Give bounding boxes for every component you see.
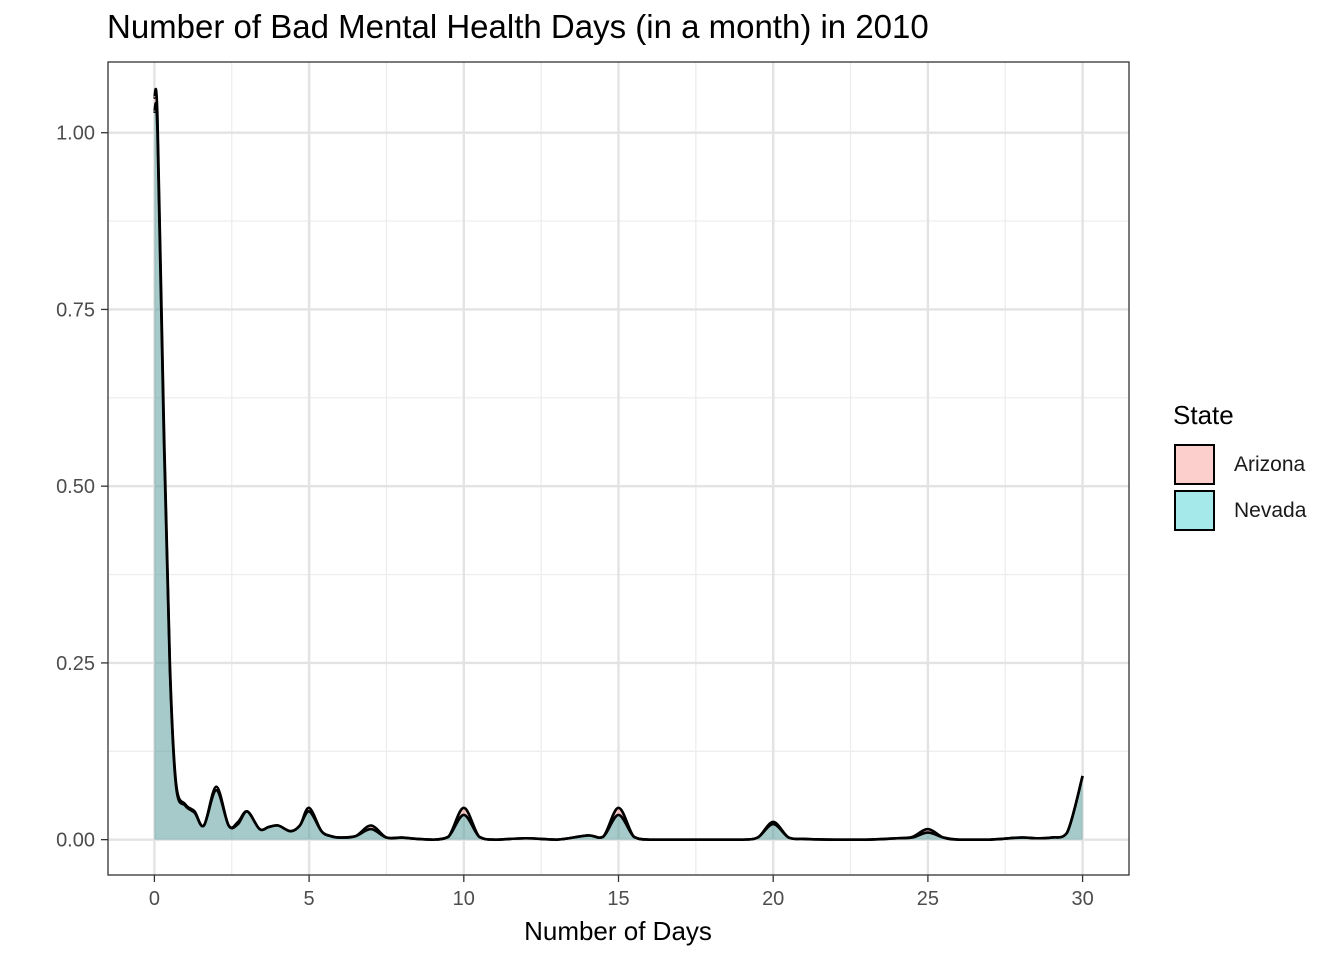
legend-swatch-arizona bbox=[1174, 444, 1215, 485]
major-gridlines bbox=[108, 62, 1129, 875]
legend-title: State bbox=[1173, 400, 1234, 430]
density-line-nevada bbox=[153, 102, 1084, 841]
chart-title: Number of Bad Mental Health Days (in a m… bbox=[107, 8, 929, 45]
y-tick-label: 0.75 bbox=[56, 299, 95, 321]
x-tick-label: 15 bbox=[607, 888, 629, 910]
y-tick-label: 0.00 bbox=[56, 830, 95, 852]
x-axis-label: Number of Days bbox=[524, 916, 712, 946]
x-tick-label: 0 bbox=[149, 888, 160, 910]
y-tick-label: 1.00 bbox=[56, 123, 95, 145]
x-tick-label: 25 bbox=[917, 888, 939, 910]
legend-label-nevada: Nevada bbox=[1234, 499, 1307, 522]
x-tick-label: 5 bbox=[304, 888, 315, 910]
y-tick-label: 0.50 bbox=[56, 476, 95, 498]
x-axis: 0 5 10 15 20 25 30 bbox=[149, 875, 1094, 910]
legend-item-arizona: Arizona bbox=[1174, 444, 1334, 488]
x-tick-label: 30 bbox=[1071, 888, 1093, 910]
legend-item-nevada: Nevada bbox=[1174, 490, 1334, 534]
density-lines bbox=[153, 87, 1084, 841]
x-tick-label: 20 bbox=[762, 888, 784, 910]
x-tick-label: 10 bbox=[453, 888, 475, 910]
legend-swatch-nevada bbox=[1174, 490, 1215, 531]
y-axis: 0.00 0.25 0.50 0.75 1.00 bbox=[56, 123, 108, 852]
y-tick-label: 0.25 bbox=[56, 653, 95, 675]
legend-label-arizona: Arizona bbox=[1234, 453, 1306, 476]
